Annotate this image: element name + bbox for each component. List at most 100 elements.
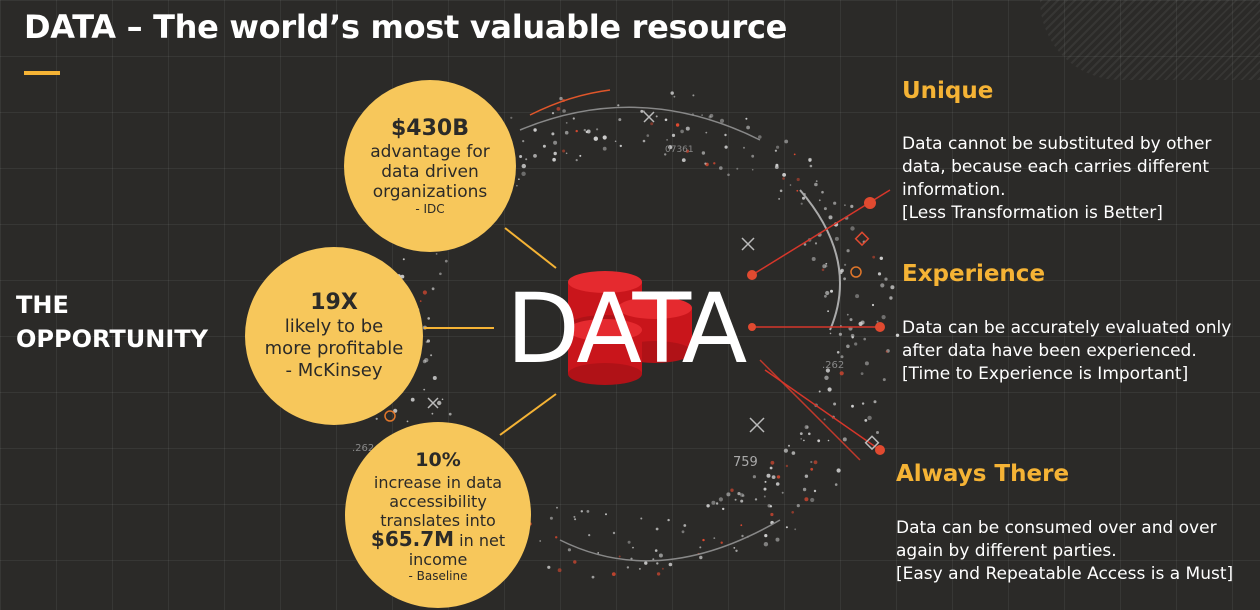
particle-dot bbox=[811, 257, 816, 261]
page-title: DATA – The world’s most valuable resourc… bbox=[24, 8, 788, 46]
particle-dot bbox=[829, 332, 832, 335]
particle-dot bbox=[860, 372, 864, 375]
particle-dot bbox=[895, 333, 900, 337]
particle-dot bbox=[889, 296, 893, 300]
particle-dot bbox=[827, 310, 829, 313]
particle-dot bbox=[553, 151, 557, 156]
particle-dot bbox=[652, 558, 655, 561]
particle-dot bbox=[867, 415, 872, 421]
particle-dot bbox=[638, 567, 641, 570]
particle-dot bbox=[871, 303, 875, 307]
particle-dot bbox=[823, 207, 827, 211]
particle-dot bbox=[713, 537, 716, 539]
quality-line: Data can be accurately evaluated only bbox=[902, 318, 1232, 338]
particle-dot bbox=[448, 412, 452, 416]
particle-dot bbox=[580, 510, 583, 513]
particle-dot bbox=[611, 572, 616, 576]
particle-dot bbox=[770, 460, 775, 465]
particle-dot bbox=[823, 418, 826, 421]
particle-dot bbox=[617, 104, 620, 107]
particle-dot bbox=[573, 515, 576, 518]
particle-dot bbox=[783, 448, 789, 453]
particle-dot bbox=[791, 511, 794, 514]
particle-dot bbox=[733, 547, 736, 549]
database-icon bbox=[568, 271, 692, 385]
stat-line: translates into bbox=[380, 511, 496, 530]
particle-dot bbox=[586, 510, 590, 513]
particle-dot bbox=[771, 475, 776, 479]
particle-dot bbox=[770, 512, 774, 517]
quality-body-experience: Data can be accurately evaluated only af… bbox=[902, 317, 1231, 386]
particle-dot bbox=[521, 171, 526, 176]
particle-dot bbox=[785, 464, 789, 468]
stat-money-suffix: in net bbox=[454, 531, 506, 550]
particle-dot bbox=[758, 135, 762, 139]
particle-dot bbox=[890, 285, 895, 290]
particle-dot bbox=[730, 488, 734, 492]
particle-dot bbox=[850, 226, 855, 231]
quality-line: [Less Transformation is Better] bbox=[902, 203, 1163, 223]
particle-dot bbox=[813, 489, 817, 493]
particle-dot bbox=[813, 460, 818, 465]
stat-source: - Baseline bbox=[408, 569, 468, 583]
corner-texture bbox=[1040, 0, 1260, 80]
particle-dot bbox=[681, 158, 686, 163]
particle-dot bbox=[804, 497, 809, 502]
particle-dot bbox=[441, 398, 444, 401]
particle-dot bbox=[849, 318, 853, 322]
particle-dot bbox=[775, 482, 780, 486]
connector-c3 bbox=[499, 393, 557, 436]
quality-heading-experience: Experience bbox=[902, 261, 1046, 287]
particle-dot bbox=[602, 135, 607, 140]
particle-dot bbox=[542, 144, 546, 148]
particle-dot bbox=[720, 541, 723, 544]
graphic-label: 07361 bbox=[665, 145, 694, 155]
particle-dot bbox=[846, 344, 850, 349]
particle-dot bbox=[573, 560, 577, 564]
particle-dot bbox=[751, 168, 754, 171]
particle-dot bbox=[422, 290, 427, 295]
particle-dot bbox=[562, 149, 566, 153]
particle-dot bbox=[834, 483, 838, 486]
particle-dot bbox=[810, 460, 813, 464]
particle-dot bbox=[825, 368, 831, 373]
particle-dot bbox=[810, 497, 815, 503]
particle-dot bbox=[664, 118, 668, 122]
particle-dot bbox=[877, 272, 882, 276]
particle-dot bbox=[574, 518, 577, 521]
particle-dot bbox=[551, 112, 555, 115]
connector-node bbox=[747, 270, 757, 280]
particle-dot bbox=[510, 116, 513, 119]
quality-body-always-there: Data can be consumed over and over again… bbox=[896, 517, 1233, 586]
particle-dot bbox=[800, 438, 803, 440]
particle-dot bbox=[705, 131, 708, 134]
particle-dot bbox=[719, 166, 723, 170]
particle-dot bbox=[591, 575, 595, 579]
particle-dot bbox=[850, 204, 854, 208]
particle-dot bbox=[583, 128, 586, 132]
particle-dot bbox=[737, 492, 741, 496]
particle-dot bbox=[763, 487, 767, 491]
particle-dot bbox=[817, 439, 821, 443]
quality-line: Data cannot be substituted by other bbox=[902, 134, 1212, 154]
particle-dot bbox=[789, 184, 792, 186]
particle-dot bbox=[824, 294, 827, 298]
particle-dot bbox=[846, 249, 850, 253]
quality-heading-unique: Unique bbox=[902, 78, 994, 104]
particle-dot bbox=[612, 531, 616, 535]
quality-line: after data have been experienced. bbox=[902, 341, 1197, 361]
particle-dot bbox=[715, 502, 719, 505]
particle-dot bbox=[559, 96, 563, 101]
particle-dot bbox=[804, 425, 809, 430]
particle-dot bbox=[740, 493, 744, 497]
particle-dot bbox=[667, 518, 670, 522]
particle-dot bbox=[556, 107, 561, 111]
particle-dot bbox=[585, 130, 588, 134]
particle-dot bbox=[775, 163, 779, 167]
particle-dot bbox=[800, 202, 803, 205]
particle-dot bbox=[656, 562, 659, 565]
particle-dot bbox=[702, 538, 705, 542]
particle-dot bbox=[802, 196, 805, 200]
particle-dot bbox=[654, 549, 658, 552]
connector-node bbox=[875, 322, 885, 332]
